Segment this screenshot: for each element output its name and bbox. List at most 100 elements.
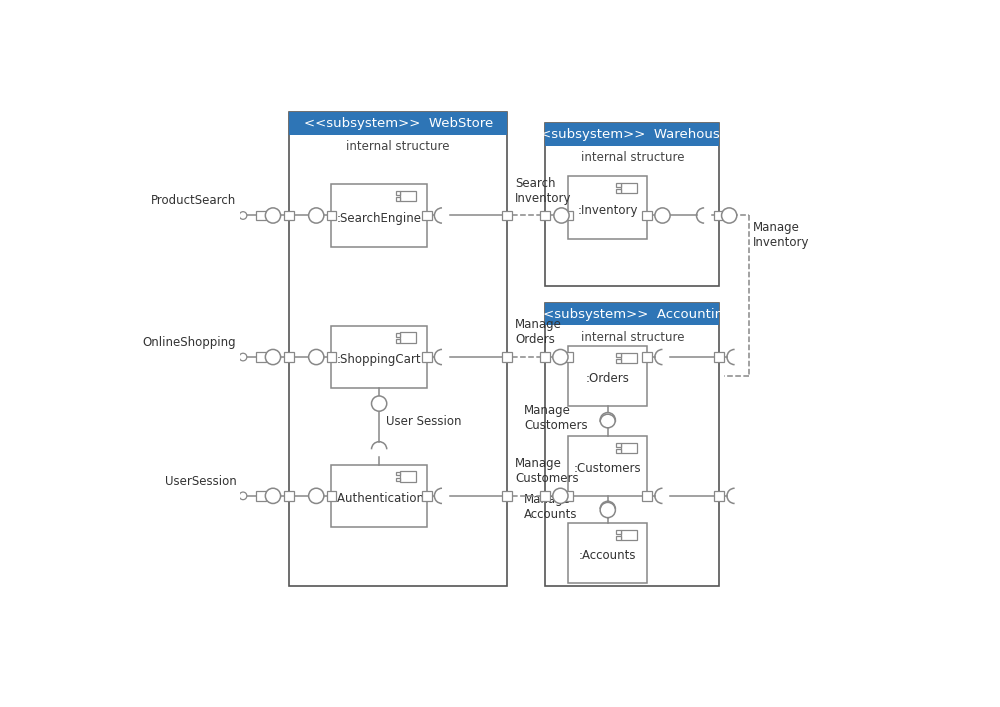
Bar [396,197,400,201]
Bar [331,464,427,527]
Text: :Authentication: :Authentication [334,492,425,505]
Bar [616,530,621,534]
Bar [540,352,550,362]
Bar [256,491,266,501]
Bar [331,185,427,247]
Bar [563,211,573,221]
Bar [400,472,416,482]
Bar [568,346,647,406]
Text: :Accounts: :Accounts [579,549,637,562]
Bar [563,491,573,501]
Bar [642,491,652,501]
Circle shape [553,489,568,503]
Circle shape [239,354,247,361]
Bar [545,303,719,325]
Circle shape [265,489,281,503]
Bar [422,491,432,501]
Text: internal structure: internal structure [346,141,450,153]
Bar [327,491,336,501]
Bar [256,211,266,221]
Bar [621,182,637,193]
Text: Manage
Orders: Manage Orders [515,318,562,346]
Circle shape [239,492,247,500]
Bar [327,211,336,221]
Bar [284,491,294,501]
Bar [621,353,637,363]
Bar [396,333,400,337]
Circle shape [309,489,324,503]
Bar [616,536,621,540]
Text: <<subsystem>>  WebStore: <<subsystem>> WebStore [304,117,493,130]
Text: Manage
Inventory: Manage Inventory [753,221,810,249]
Bar [616,183,621,187]
Bar [502,491,512,501]
Text: ProductSearch: ProductSearch [151,194,236,207]
Bar [400,191,416,201]
Bar [289,112,507,135]
Bar [396,192,400,195]
Text: internal structure: internal structure [581,151,684,164]
Bar [396,472,400,475]
Circle shape [655,208,670,223]
Circle shape [600,413,615,428]
Text: :Orders: :Orders [586,373,630,385]
Text: :Inventory: :Inventory [578,204,638,216]
Bar [396,339,400,342]
Bar [545,123,719,146]
Text: OnlineShopping: OnlineShopping [143,336,236,349]
Bar [621,530,637,540]
Bar [714,352,724,362]
Text: Search
Inventory: Search Inventory [515,177,572,204]
Bar [327,352,336,362]
Bar [400,332,416,343]
Bar [422,211,432,221]
Bar [616,354,621,357]
Bar [284,352,294,362]
Text: UserSession: UserSession [165,474,236,488]
Bar [396,478,400,481]
Bar [256,352,266,362]
Text: <<subsystem>>  Accounting: <<subsystem>> Accounting [532,308,732,320]
Circle shape [722,208,737,223]
Bar [616,443,621,447]
Text: Manage
Accounts: Manage Accounts [524,493,578,521]
Bar [616,449,621,452]
Circle shape [554,208,569,223]
Bar [284,211,294,221]
Bar [568,176,647,239]
Bar [616,359,621,363]
Text: :Customers: :Customers [574,462,642,475]
Bar [422,352,432,362]
Bar [642,211,652,221]
Bar [545,303,719,585]
Text: Manage
Customers: Manage Customers [515,457,579,485]
Bar [540,491,550,501]
Bar [568,523,647,583]
Circle shape [309,349,324,365]
Bar [540,211,550,221]
Bar [502,211,512,221]
Text: Manage
Customers: Manage Customers [524,404,588,432]
Text: internal structure: internal structure [581,331,684,344]
Bar [714,491,724,501]
Circle shape [265,349,281,365]
Bar [289,112,507,585]
Text: User Session: User Session [386,414,461,428]
Bar [502,352,512,362]
Text: :SearchEngine: :SearchEngine [337,211,422,225]
Bar [568,436,647,496]
Circle shape [265,208,281,223]
Text: <<subsystem>>  Warehouses: <<subsystem>> Warehouses [529,128,735,141]
Bar [621,443,637,453]
Circle shape [553,349,568,365]
Circle shape [600,503,615,518]
Circle shape [372,396,387,411]
Bar [616,189,621,193]
Bar [642,352,652,362]
Circle shape [239,211,247,219]
Bar [331,326,427,388]
Circle shape [309,208,324,223]
Bar [563,352,573,362]
Text: :ShoppingCart: :ShoppingCart [337,354,421,366]
Bar [714,211,724,221]
